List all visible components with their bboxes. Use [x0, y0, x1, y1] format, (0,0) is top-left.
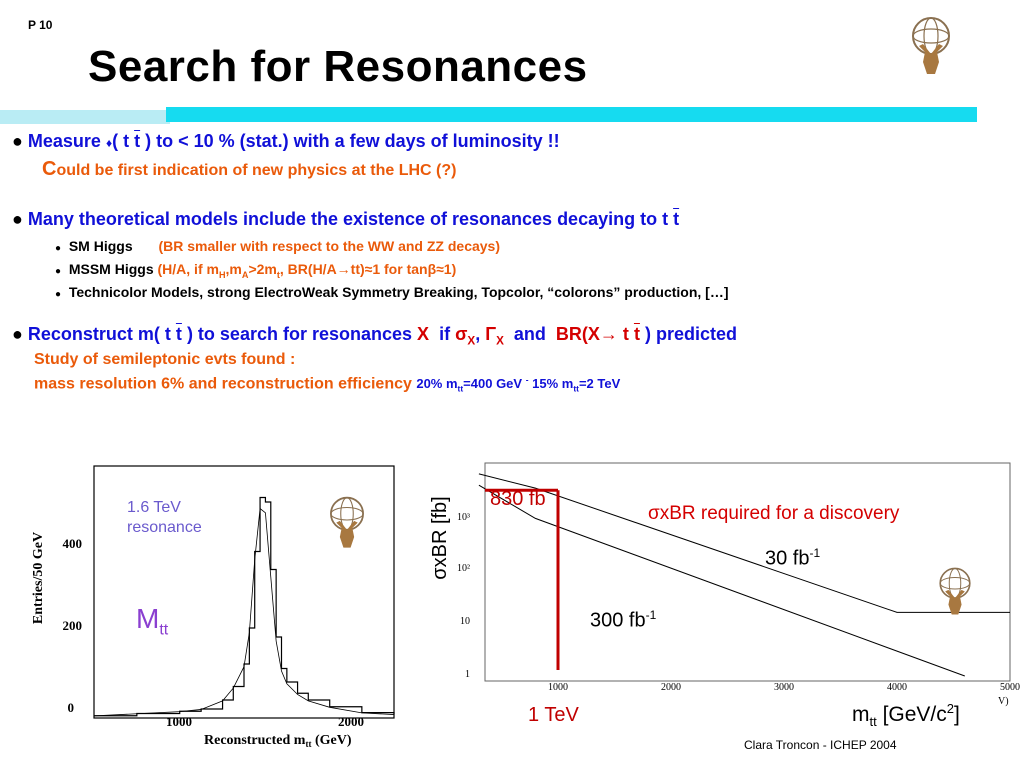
technicolor-label: Technicolor Models, strong ElectroWeak S…	[68, 284, 729, 300]
highlight-830-label: 830 fb	[490, 488, 546, 510]
slide-title: Search for Resonances	[88, 42, 588, 91]
sigma-symbol: ♦	[105, 136, 113, 150]
bullet-1-text: ) to < 10 % (stat.) with a few days of l…	[145, 131, 560, 151]
atlas-logo-icon	[330, 496, 364, 548]
header-bar-light	[0, 110, 170, 124]
bullet-3: ● Reconstruct m( t t ) to search for res…	[12, 324, 737, 348]
page-number: P 10	[28, 18, 53, 32]
left-xtick-0: 1000	[166, 714, 192, 729]
discovery-plot: σxBR [fb] 10³ 10² 10 1 1000 2000 3000 40…	[429, 462, 1020, 707]
bullet-3-close: )	[644, 324, 651, 344]
right-plot: σxBR [fb] 10³ 10² 10 1 1000 2000 3000 40…	[420, 458, 1024, 758]
left-xlabel: Reconstructed mtt (GeV)	[204, 733, 352, 748]
left-plot: Entries/50 GeV 400 200 0 1000 2000 Recon…	[24, 458, 404, 749]
mssm-higgs-detail: (H/A, if mH,mA>2mt, BR(H/A→tt)≈1 for tan…	[157, 261, 457, 280]
sm-higgs-label: SM Higgs	[68, 238, 133, 254]
left-xtick-1: 2000	[338, 714, 364, 729]
footer-credit: Clara Troncon - ICHEP 2004	[744, 738, 897, 752]
bullet-1: ● Measure ♦( t t ) to < 10 % (stat.) wit…	[12, 131, 560, 151]
bullet-2-item-sm-higgs: ● SM Higgs (BR smaller with respect to t…	[55, 238, 501, 254]
histogram-series	[93, 496, 395, 717]
bullet-2-item-mssm-higgs: ● MSSM Higgs (H/A, if mH,mA>2mt, BR(H/A→…	[55, 261, 457, 280]
tbar: t	[673, 209, 680, 229]
resonance-annotation: 1.6 TeV resonance	[127, 498, 202, 538]
right-ytick-0: 10³	[457, 512, 470, 523]
tbar: t	[175, 324, 182, 344]
atlas-logo-icon	[912, 17, 950, 74]
right-xlabel: mtt [GeV/c2]	[852, 701, 960, 730]
discovery-title: σxBR required for a discovery	[648, 503, 900, 524]
efficiency-line: mass resolution 6% and reconstruction ef…	[34, 375, 620, 394]
left-ytick-2: 0	[68, 700, 75, 715]
annotation-line-1: 1.6 TeV	[127, 499, 181, 516]
curve-30-label: 30 fb-1	[765, 546, 821, 570]
gamma-x: ΓX	[485, 324, 504, 348]
bullet-1-measure: Measure	[27, 131, 101, 151]
left-ylabel: Entries/50 GeV	[31, 532, 46, 624]
mtt-label: Mtt	[136, 603, 169, 639]
bullet-1-sub: Could be first indication of new physics…	[42, 158, 456, 181]
br-x: BR(X→ t t	[555, 324, 640, 344]
discovery-curves	[478, 473, 1010, 677]
bullet-3-mid: ) to search for resonances	[186, 324, 413, 344]
bullet-3-pre: Reconstruct m( t	[27, 324, 171, 344]
right-xtick-1: 2000	[661, 682, 681, 693]
bullet-1-paren: ( t	[112, 131, 130, 151]
efficiency-values: 20% mtt=400 GeV - 15% mtt=2 TeV	[416, 375, 621, 394]
study-line: Study of semileptonic evts found :	[34, 351, 296, 368]
sm-higgs-detail: (BR smaller with respect to the WW and Z…	[158, 238, 501, 254]
mass-histogram: Entries/50 GeV 400 200 0 1000 2000 Recon…	[31, 465, 395, 749]
right-xunit-tail: V)	[998, 696, 1009, 707]
bullet-2-item-technicolor: ● Technicolor Models, strong ElectroWeak…	[55, 284, 729, 300]
mssm-higgs-label: MSSM Higgs	[68, 261, 154, 277]
bullet-3-if: if	[439, 324, 451, 344]
bullet-1-sub-text: ould be first indication of new physics …	[56, 162, 457, 179]
right-xtick-2: 3000	[774, 682, 794, 693]
left-ytick-1: 200	[63, 618, 83, 633]
right-ytick-3: 1	[465, 669, 470, 680]
right-xtick-4: 5000	[1000, 682, 1020, 693]
histogram-fit-line	[93, 507, 395, 717]
highlight-1tev-label: 1 TeV	[528, 704, 579, 726]
bullet-2: ● Many theoretical models include the ex…	[12, 209, 680, 229]
histogram-step-line	[94, 496, 395, 717]
bullet-3-and: and	[513, 324, 546, 344]
bullet-1-sub-initial: C	[42, 158, 57, 180]
left-plot-frame	[93, 465, 395, 719]
curve-300-label: 300 fb-1	[590, 608, 657, 632]
annotation-line-2: resonance	[127, 519, 202, 536]
right-ytick-1: 10²	[457, 563, 470, 574]
right-ytick-2: 10	[460, 616, 470, 627]
atlas-logo-icon	[939, 567, 971, 615]
header-bar	[166, 107, 977, 122]
resonance-x: X	[417, 324, 430, 344]
curve-300fb	[478, 484, 965, 677]
sigma-x: σX	[455, 324, 476, 348]
right-xtick-3: 4000	[887, 682, 907, 693]
left-ytick-0: 400	[63, 536, 83, 551]
right-plot-frame	[484, 462, 1011, 682]
tbar: t	[134, 131, 141, 151]
mass-resolution-text: mass resolution 6% and reconstruction ef…	[34, 375, 412, 393]
right-xtick-0: 1000	[548, 682, 568, 693]
right-ylabel: σxBR [fb]	[429, 496, 451, 579]
bullet-2-text: Many theoretical models include the exis…	[27, 209, 669, 229]
bullet-3-predicted: predicted	[655, 324, 737, 344]
